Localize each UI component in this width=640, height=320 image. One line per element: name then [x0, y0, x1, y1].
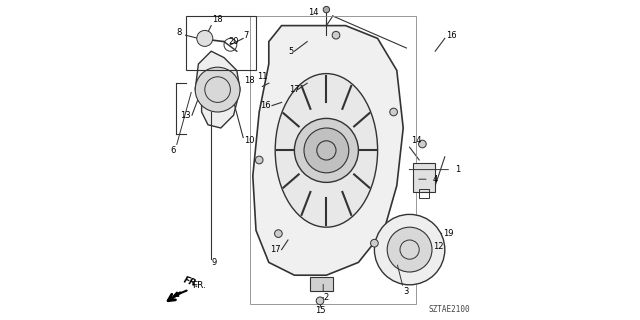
Circle shape: [197, 30, 212, 46]
Text: 7: 7: [244, 31, 249, 40]
Bar: [250, 16, 416, 304]
Text: 1: 1: [455, 165, 460, 174]
Text: 3: 3: [404, 287, 409, 296]
Text: 4: 4: [433, 175, 438, 184]
Text: 18: 18: [244, 76, 255, 84]
Ellipse shape: [275, 74, 378, 227]
Text: 8: 8: [177, 28, 182, 36]
Circle shape: [390, 108, 397, 116]
Text: 5: 5: [289, 47, 294, 56]
Text: 15: 15: [315, 306, 325, 315]
Circle shape: [374, 214, 445, 285]
Circle shape: [255, 156, 263, 164]
Text: 10: 10: [244, 136, 255, 145]
Circle shape: [304, 128, 349, 173]
Circle shape: [332, 31, 340, 39]
Bar: [413, 163, 435, 192]
Text: 20: 20: [228, 37, 239, 46]
Text: 13: 13: [180, 111, 191, 120]
Circle shape: [419, 140, 426, 148]
PathPatch shape: [253, 26, 403, 275]
Text: 14: 14: [411, 136, 421, 145]
Text: 16: 16: [446, 31, 456, 40]
Text: 17: 17: [289, 85, 300, 94]
Text: 19: 19: [443, 229, 453, 238]
Text: SZTAE2100: SZTAE2100: [429, 305, 470, 314]
Text: 18: 18: [212, 15, 223, 24]
Circle shape: [387, 227, 432, 272]
Bar: [419, 189, 429, 198]
Text: 16: 16: [260, 101, 271, 110]
Text: 12: 12: [433, 242, 444, 251]
Text: 6: 6: [170, 146, 175, 155]
Circle shape: [316, 297, 324, 305]
Text: 2: 2: [324, 293, 329, 302]
Circle shape: [371, 239, 378, 247]
Text: 9: 9: [212, 258, 217, 267]
Circle shape: [195, 67, 240, 112]
Circle shape: [294, 118, 358, 182]
PathPatch shape: [195, 51, 240, 128]
Text: FR.: FR.: [182, 276, 201, 290]
Circle shape: [323, 6, 330, 13]
Bar: [310, 277, 333, 291]
Text: 14: 14: [308, 8, 319, 17]
Circle shape: [275, 230, 282, 237]
Text: 17: 17: [270, 245, 280, 254]
Text: 11: 11: [257, 72, 268, 81]
Text: FR.: FR.: [174, 281, 206, 296]
Bar: [186, 16, 256, 70]
